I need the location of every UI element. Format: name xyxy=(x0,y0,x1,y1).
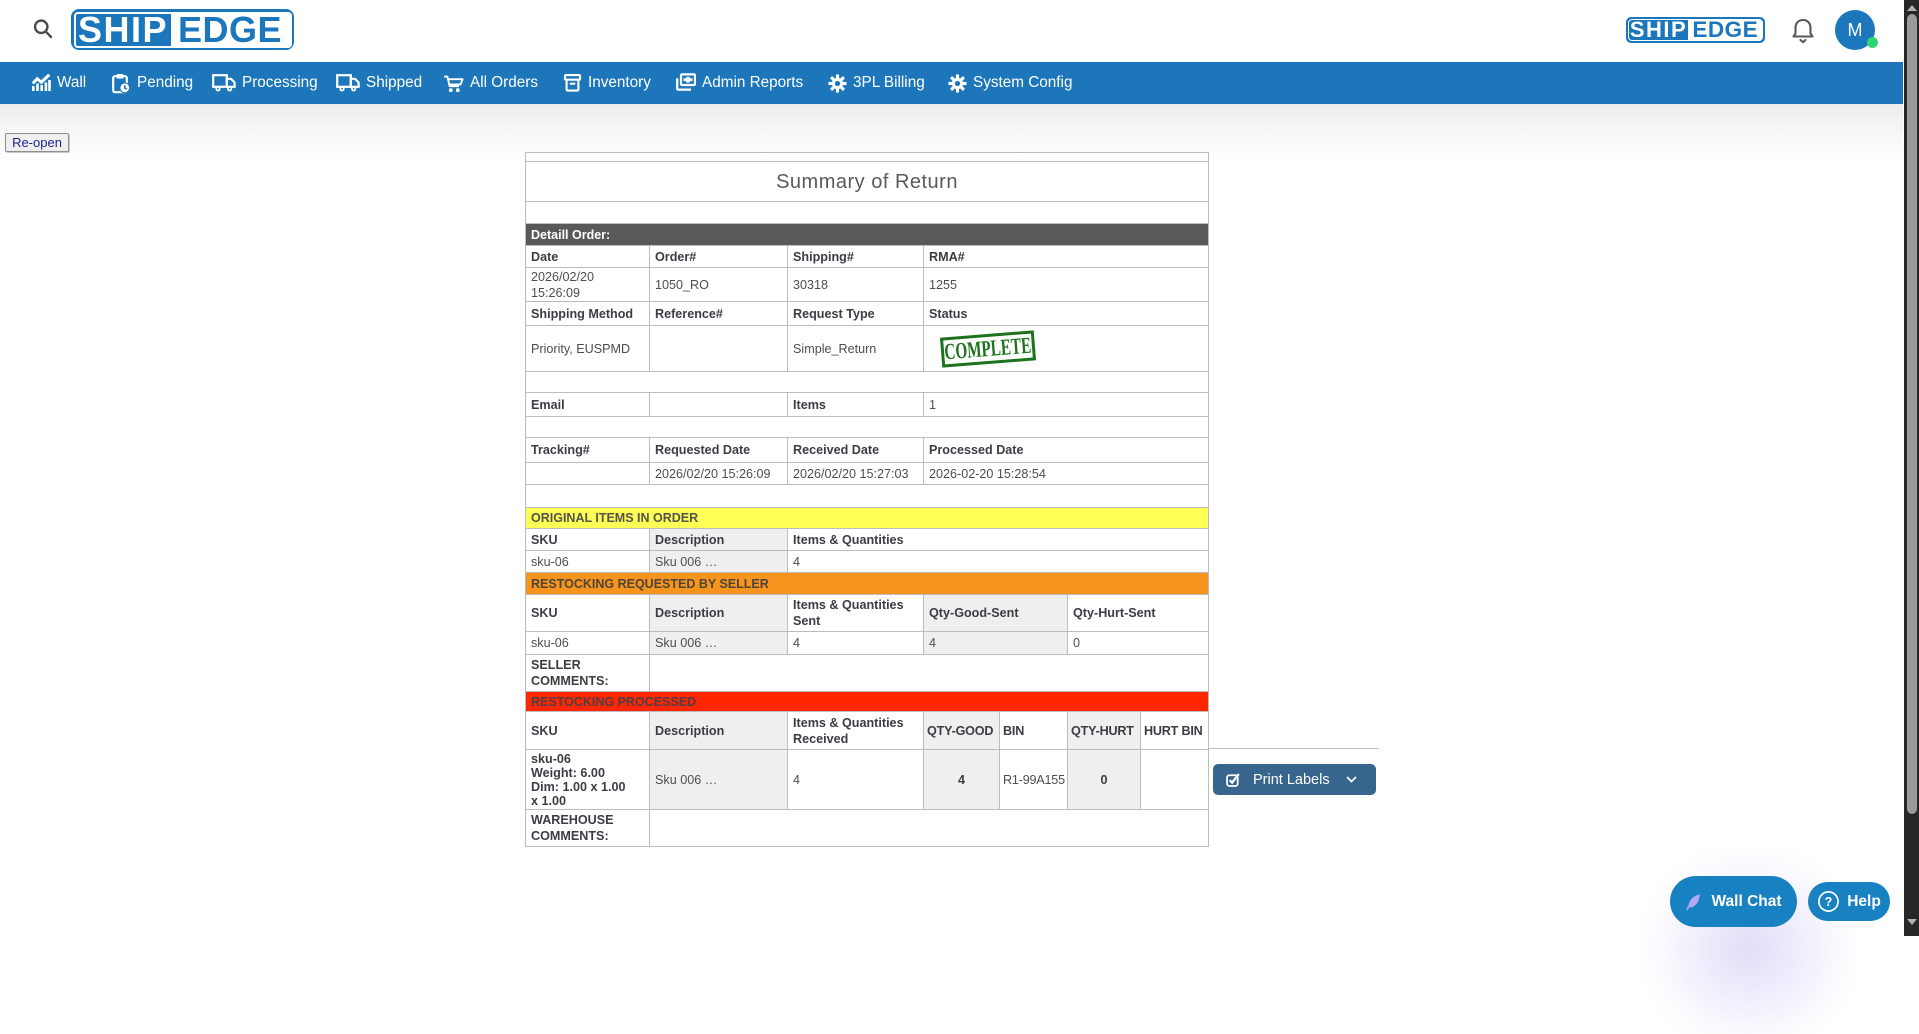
svg-text:?: ? xyxy=(1825,895,1833,909)
